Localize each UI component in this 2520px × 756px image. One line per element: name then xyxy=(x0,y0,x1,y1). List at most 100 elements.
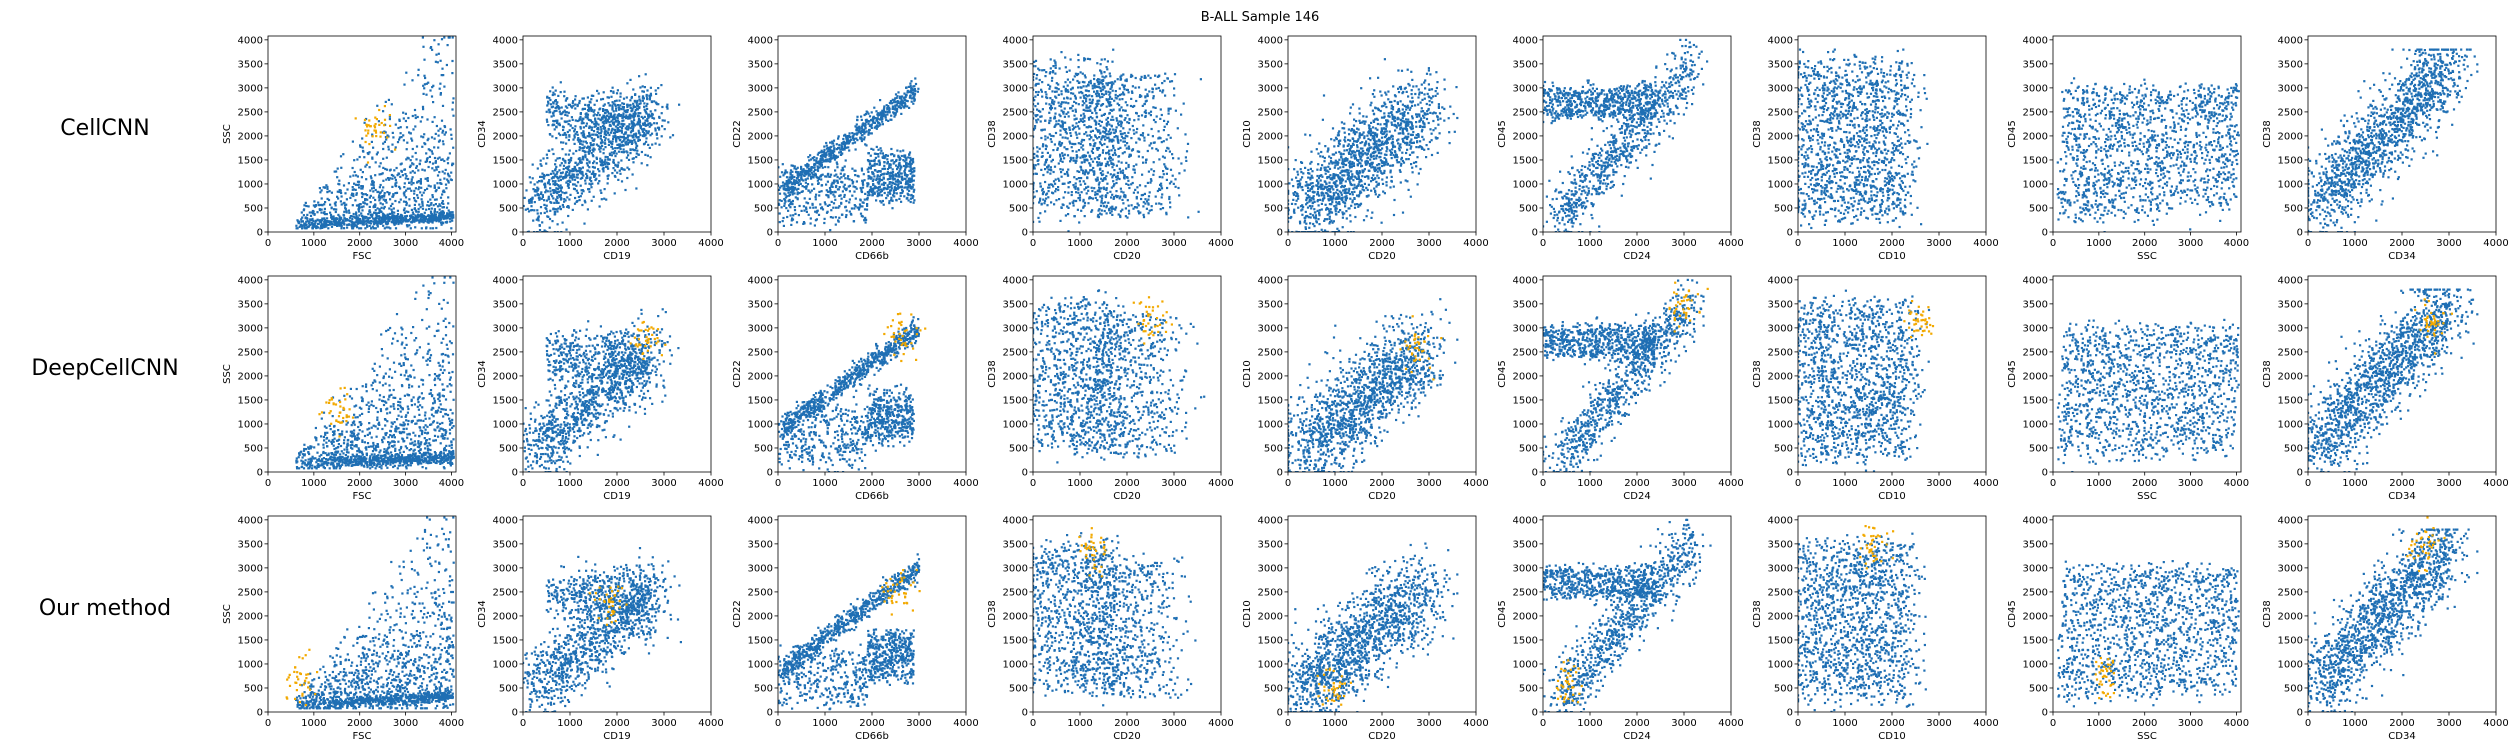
highlighted-point xyxy=(288,673,291,676)
data-point xyxy=(409,227,412,230)
data-point xyxy=(382,375,385,378)
data-point xyxy=(401,464,405,467)
data-point xyxy=(352,704,355,707)
data-point xyxy=(591,154,594,157)
data-point xyxy=(384,619,387,622)
data-point xyxy=(373,362,376,365)
data-point xyxy=(618,99,621,102)
data-point xyxy=(431,86,434,89)
data-point xyxy=(434,677,437,680)
data-point xyxy=(398,685,401,688)
data-point xyxy=(422,426,425,429)
data-point xyxy=(620,108,623,111)
data-point xyxy=(308,685,312,688)
data-point xyxy=(396,689,399,693)
data-point xyxy=(301,462,304,465)
highlighted-point xyxy=(365,134,368,137)
data-point xyxy=(358,456,361,459)
data-point xyxy=(433,215,436,219)
data-point xyxy=(438,396,441,399)
data-point xyxy=(389,695,392,698)
data-point xyxy=(382,157,385,160)
data-point xyxy=(439,623,442,626)
data-point xyxy=(435,220,438,223)
data-point xyxy=(370,222,373,225)
data-point xyxy=(377,190,380,193)
data-point xyxy=(429,46,432,50)
data-point xyxy=(426,611,429,614)
data-point xyxy=(423,613,426,616)
data-point xyxy=(451,412,454,415)
data-point xyxy=(395,679,398,682)
data-point xyxy=(431,227,435,230)
data-point xyxy=(331,223,334,226)
data-point xyxy=(427,448,430,451)
data-point xyxy=(433,689,436,692)
data-point xyxy=(358,449,361,453)
data-point xyxy=(389,326,392,330)
data-point xyxy=(396,427,399,430)
data-point xyxy=(333,457,336,460)
data-point xyxy=(396,418,399,421)
data-point xyxy=(382,213,385,216)
data-point xyxy=(552,183,555,186)
data-point xyxy=(411,139,414,142)
data-point xyxy=(436,691,440,694)
data-point xyxy=(309,672,312,675)
data-point xyxy=(440,427,443,430)
data-point xyxy=(335,450,338,453)
data-point xyxy=(551,148,554,151)
data-point xyxy=(445,63,448,67)
data-point xyxy=(599,134,602,138)
y-tick-label: 3500 xyxy=(238,299,263,310)
data-point xyxy=(440,435,443,438)
data-point xyxy=(424,457,428,460)
data-point xyxy=(395,665,398,668)
data-point xyxy=(316,458,319,461)
data-point xyxy=(426,139,429,142)
data-point xyxy=(438,422,442,425)
data-point xyxy=(380,613,383,616)
data-point xyxy=(422,215,426,218)
highlighted-point xyxy=(367,124,370,127)
data-point xyxy=(368,697,372,700)
data-point xyxy=(443,691,446,694)
data-point xyxy=(438,562,441,565)
data-point xyxy=(372,217,375,220)
data-point xyxy=(338,215,341,218)
data-point xyxy=(368,205,371,208)
data-point xyxy=(314,701,317,704)
data-point xyxy=(361,137,364,140)
data-point xyxy=(361,412,364,415)
data-point xyxy=(439,82,442,85)
data-point xyxy=(422,284,425,287)
data-point xyxy=(595,157,598,160)
data-point xyxy=(371,653,374,656)
data-point xyxy=(375,216,378,220)
data-point xyxy=(557,94,560,97)
data-point xyxy=(393,332,397,335)
data-point xyxy=(398,678,401,681)
data-point xyxy=(578,99,581,103)
data-point xyxy=(343,210,346,213)
data-point xyxy=(365,461,369,464)
data-point xyxy=(448,456,451,459)
data-point xyxy=(603,197,606,200)
data-point xyxy=(382,436,385,439)
data-point xyxy=(396,693,399,696)
data-point xyxy=(376,418,379,421)
data-point xyxy=(360,450,363,453)
data-point xyxy=(418,203,421,206)
data-point xyxy=(322,450,325,454)
data-point xyxy=(388,178,391,181)
data-point xyxy=(302,704,305,707)
data-point xyxy=(396,467,399,470)
data-point xyxy=(404,681,407,684)
x-tick-label: 2000 xyxy=(347,238,372,249)
data-point xyxy=(401,670,404,673)
data-point xyxy=(369,467,372,470)
data-point xyxy=(401,341,404,344)
data-point xyxy=(437,425,440,428)
data-point xyxy=(442,337,445,340)
highlighted-point xyxy=(386,136,389,139)
